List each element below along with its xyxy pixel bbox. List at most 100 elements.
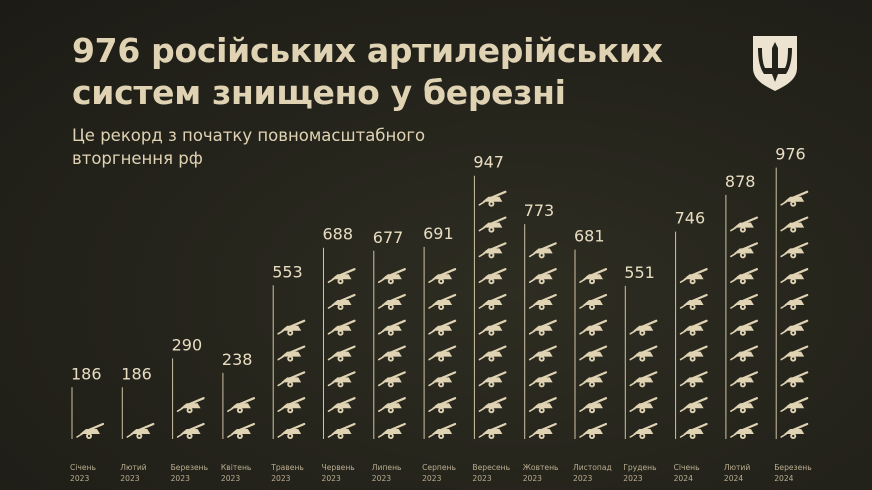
artillery-cannon-icon: [528, 293, 557, 310]
tick-label-month: Листопад: [573, 463, 612, 472]
artillery-cannon-icon: [428, 319, 457, 336]
artillery-cannon-icon: [629, 371, 658, 388]
artillery-cannon-icon: [126, 422, 155, 439]
data-label: 186: [71, 364, 102, 383]
tick-label-month: Жовтень: [523, 463, 559, 472]
artillery-cannon-icon: [730, 345, 759, 362]
artillery-cannon-icon: [629, 397, 658, 414]
tick-label-month: Березень: [171, 463, 209, 472]
tick-label-year: 2023: [120, 474, 139, 483]
artillery-cannon-icon: [227, 397, 255, 414]
tick-label-year: 2023: [322, 474, 341, 483]
artillery-cannon-icon: [679, 319, 708, 336]
artillery-cannon-icon: [730, 371, 759, 388]
artillery-cannon-icon: [76, 422, 105, 439]
tick-label-year: 2023: [573, 474, 592, 483]
data-label: 553: [272, 262, 303, 281]
artillery-cannon-icon: [528, 242, 557, 259]
artillery-cannon-icon: [478, 397, 507, 414]
artillery-cannon-icon: [277, 319, 306, 336]
trident-shield-icon: [753, 36, 797, 91]
artillery-cannon-icon: [730, 216, 759, 233]
artillery-cannon-icon: [377, 345, 406, 362]
artillery-cannon-icon: [579, 319, 608, 336]
tick-label-year: 2023: [422, 474, 441, 483]
chart-title: 976 російських артилерійських систем зни…: [72, 31, 663, 112]
artillery-cannon-icon: [780, 345, 809, 362]
artillery-cannon-icon: [730, 293, 759, 310]
data-label: 681: [574, 227, 605, 246]
tick-label-month: Квітень: [221, 463, 252, 472]
tick-label-year: 2023: [221, 474, 240, 483]
artillery-cannon-icon: [327, 422, 356, 439]
artillery-cannon-icon: [428, 422, 457, 439]
artillery-cannon-icon: [478, 345, 507, 362]
tick-label-month: Лютий: [724, 463, 750, 472]
tick-label-month: Лютий: [120, 463, 146, 472]
artillery-cannon-icon: [528, 268, 557, 285]
artillery-cannon-icon: [579, 345, 608, 362]
data-label: 186: [121, 364, 152, 383]
tick-label-month: Березень: [774, 463, 812, 472]
artillery-cannon-icon: [478, 216, 507, 233]
artillery-cannon-icon: [629, 345, 658, 362]
tick-label-year: 2023: [472, 474, 491, 483]
artillery-cannon-icon: [780, 422, 809, 439]
tick-label-year: 2024: [674, 474, 693, 483]
artillery-cannon-icon: [377, 293, 406, 310]
artillery-cannon-icon: [780, 242, 809, 259]
artillery-cannon-icon: [176, 422, 205, 439]
data-label: 677: [373, 228, 404, 247]
artillery-cannon-icon: [327, 371, 356, 388]
tick-label-month: Січень: [674, 463, 701, 472]
artillery-cannon-icon: [528, 422, 557, 439]
tick-label-month: Грудень: [623, 463, 657, 472]
artillery-cannon-icon: [629, 319, 658, 336]
artillery-cannon-icon: [780, 268, 809, 285]
artillery-cannon-icon: [579, 397, 608, 414]
artillery-cannon-icon: [528, 397, 557, 414]
artillery-cannon-icon: [478, 242, 507, 259]
artillery-cannon-icon: [428, 345, 457, 362]
data-label: 238: [222, 350, 253, 369]
artillery-cannon-icon: [679, 397, 708, 414]
data-label: 290: [172, 335, 203, 354]
artillery-cannon-icon: [730, 422, 759, 439]
artillery-cannon-icon: [428, 397, 457, 414]
artillery-cannon-icon: [478, 319, 507, 336]
artillery-cannon-icon: [277, 422, 306, 439]
artillery-cannon-icon: [780, 190, 809, 207]
artillery-cannon-icon: [377, 319, 406, 336]
chart-subtitle: Це рекорд з початку повномасштабного вто…: [72, 126, 426, 168]
artillery-cannon-icon: [478, 371, 507, 388]
artillery-cannon-icon: [478, 190, 507, 207]
tick-label-month: Травень: [270, 463, 304, 472]
artillery-cannon-icon: [327, 268, 356, 285]
artillery-cannon-icon: [730, 319, 759, 336]
data-label: 773: [524, 201, 555, 220]
artillery-cannon-icon: [780, 371, 809, 388]
artillery-cannon-icon: [327, 319, 356, 336]
artillery-cannon-icon: [227, 422, 255, 439]
artillery-cannon-icon: [327, 397, 356, 414]
artillery-cannon-icon: [277, 371, 306, 388]
tick-label-month: Червень: [322, 463, 356, 472]
tick-label-month: Серпень: [422, 463, 456, 472]
artillery-cannon-icon: [579, 268, 608, 285]
data-label: 746: [675, 209, 706, 228]
artillery-cannon-icon: [176, 397, 205, 414]
artillery-cannon-icon: [377, 371, 406, 388]
data-label: 947: [473, 153, 504, 172]
artillery-cannon-icon: [478, 268, 507, 285]
artillery-cannon-icon: [679, 268, 708, 285]
artillery-cannon-icon: [579, 293, 608, 310]
tick-label-year: 2023: [271, 474, 290, 483]
artillery-cannon-icon: [579, 422, 608, 439]
tick-label-month: Січень: [70, 463, 97, 472]
tick-label-month: Вересень: [472, 463, 510, 472]
artillery-cannon-icon: [730, 242, 759, 259]
tick-label-year: 2024: [774, 474, 793, 483]
tick-label-year: 2023: [372, 474, 391, 483]
data-label: 976: [775, 145, 806, 164]
artillery-cannon-icon: [679, 422, 708, 439]
